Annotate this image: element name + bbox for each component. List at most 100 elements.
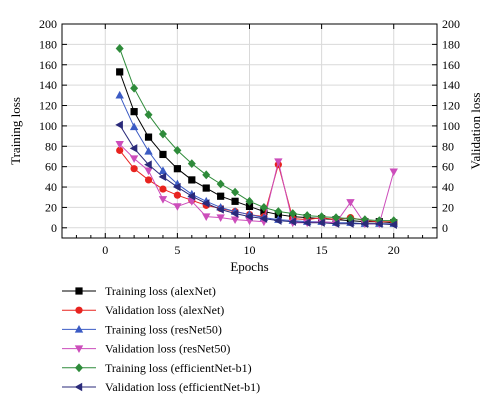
legend-marker <box>75 287 83 295</box>
grid-lines <box>62 23 437 238</box>
y-tick-label: 120 <box>39 99 57 113</box>
y-right-tick-label: 100 <box>442 119 460 133</box>
y-tick-label: 100 <box>39 119 57 133</box>
data-point <box>245 212 253 221</box>
data-point <box>144 133 153 141</box>
data-point <box>173 203 182 211</box>
legend-item: Validation loss (alexNet) <box>62 303 224 317</box>
legend-marker <box>75 363 83 373</box>
data-point <box>273 216 282 225</box>
data-point <box>115 90 124 99</box>
legend-label: Training loss (resNet50) <box>105 322 222 336</box>
data-point <box>130 165 138 173</box>
legend-marker <box>75 306 83 314</box>
data-point <box>389 220 397 229</box>
data-point <box>172 182 181 192</box>
y-tick-label: 200 <box>39 17 57 31</box>
data-point <box>129 155 139 163</box>
legend-item: Training loss (efficientNet-b1) <box>62 361 252 375</box>
y-tick-label: 140 <box>39 78 57 92</box>
y-right-tick-label: 140 <box>442 78 460 92</box>
data-point <box>173 165 181 173</box>
data-point <box>159 150 167 159</box>
data-point <box>144 176 153 184</box>
legend-label: Training loss (efficientNet-b1) <box>105 361 252 375</box>
x-tick-label: 5 <box>174 243 180 257</box>
legend-label: Validation loss (resNet50) <box>105 342 230 356</box>
legend-item: Training loss (alexNet) <box>62 284 216 298</box>
data-point <box>130 108 138 116</box>
data-point <box>158 172 167 182</box>
y-tick-label: 80 <box>45 139 57 153</box>
y-tick-label: 40 <box>45 180 57 194</box>
y-right-tick-label: 60 <box>442 160 454 174</box>
data-point <box>144 160 152 169</box>
legend-label: Training loss (alexNet) <box>105 284 216 298</box>
y-tick-label: 180 <box>39 37 57 51</box>
data-point <box>332 213 341 223</box>
data-point <box>116 146 124 154</box>
data-point <box>216 214 225 223</box>
data-point <box>201 199 210 208</box>
data-point <box>129 144 138 153</box>
data-point <box>346 214 355 224</box>
data-point <box>230 209 239 218</box>
legend: Training loss (alexNet) Validation loss (… <box>62 284 260 394</box>
x-tick-label: 20 <box>388 243 400 257</box>
x-tick-label: 10 <box>244 243 256 257</box>
y-right-tick-label: 180 <box>442 37 460 51</box>
data-point <box>288 209 297 218</box>
series-6 <box>115 120 397 229</box>
data-point <box>302 218 311 227</box>
data-point <box>374 219 383 228</box>
y-tick-label: 0 <box>51 221 57 235</box>
data-point <box>274 207 283 216</box>
data-point <box>173 191 181 199</box>
y-right-tick-label: 20 <box>442 200 454 214</box>
y-axis-title-right: Validation loss <box>468 93 483 170</box>
legend-marker <box>74 382 83 392</box>
data-point <box>202 213 211 221</box>
data-point <box>259 214 268 223</box>
y-tick-label: 60 <box>45 160 57 174</box>
data-point <box>360 219 369 228</box>
data-point <box>231 187 240 197</box>
series-5 <box>115 44 398 226</box>
legend-item: Validation loss (efficientNet-b1) <box>62 380 260 394</box>
data-point <box>158 166 168 174</box>
y-tick-label: 20 <box>45 200 57 214</box>
data-point <box>115 120 123 130</box>
data-point <box>116 68 124 76</box>
data-point <box>274 158 283 166</box>
data-point <box>389 168 398 177</box>
data-point <box>317 212 326 221</box>
y-tick-label: 160 <box>39 58 57 72</box>
data-point <box>245 202 254 211</box>
data-point <box>216 205 224 214</box>
data-point <box>130 83 139 93</box>
y-right-tick-label: 120 <box>442 99 460 113</box>
data-point <box>346 219 354 228</box>
legend-label: Validation loss (alexNet) <box>105 303 224 317</box>
data-point <box>202 184 210 192</box>
data-point <box>187 198 197 206</box>
y-axis-title-left: Training loss <box>8 97 23 165</box>
data-point <box>173 145 182 155</box>
data-point <box>230 216 240 225</box>
legend-label: Validation loss (efficientNet-b1) <box>105 380 260 394</box>
data-point <box>216 179 225 189</box>
x-tick-label: 15 <box>316 243 328 257</box>
y-right-tick-label: 80 <box>442 139 454 153</box>
data-point <box>144 110 153 120</box>
x-tick-label: 0 <box>102 243 108 257</box>
data-point <box>187 159 196 169</box>
series-line <box>119 143 395 225</box>
x-axis-title: Epochs <box>230 259 268 274</box>
data-point <box>202 170 211 180</box>
data-point <box>158 196 168 204</box>
legend-item: Validation loss (resNet50) <box>62 342 230 356</box>
legend-item: Training loss (resNet50) <box>62 322 222 336</box>
data-point <box>115 44 124 53</box>
data-point <box>115 141 124 149</box>
data-point <box>259 203 268 212</box>
